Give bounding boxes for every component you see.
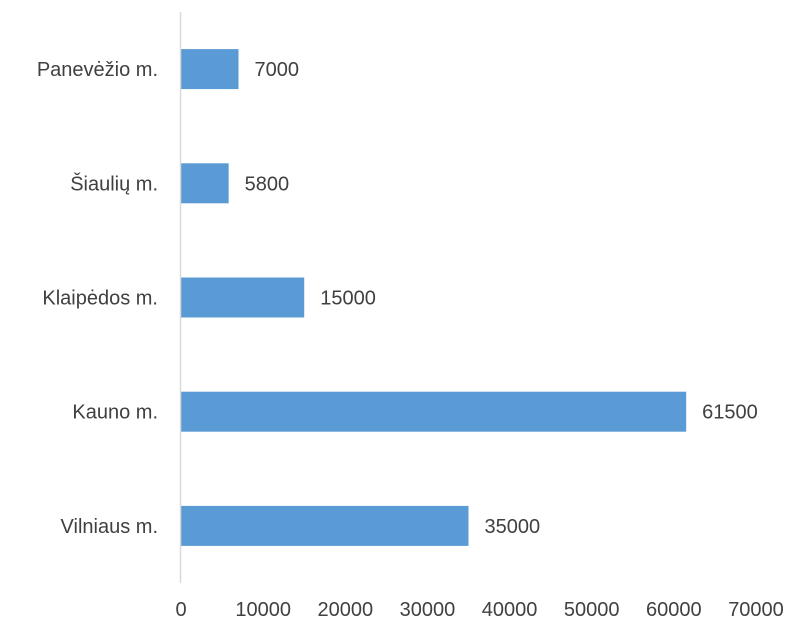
bar [181,163,229,204]
category-label: Klaipėdos m. [42,288,158,310]
bar [181,277,305,318]
bar [181,505,469,546]
data-label: 5800 [245,173,290,195]
x-tick-labels-group: 0 10000 20000 30000 40000 50000 60000 70000 [175,599,783,621]
x-tick-label: 0 [175,599,186,621]
x-tick-label: 50000 [564,599,620,621]
bars-group [181,49,687,546]
x-tick-label: 60000 [646,599,702,621]
category-label: Kauno m. [72,402,158,424]
x-tick-label: 70000 [728,599,784,621]
category-label: Šiaulių m. [70,172,158,195]
data-label: 15000 [320,288,376,310]
x-tick-label: 30000 [400,599,456,621]
bar [181,391,687,432]
x-tick-label: 40000 [482,599,538,621]
data-labels-group: 7000 5800 15000 61500 35000 [245,59,758,538]
data-label: 35000 [485,516,541,538]
x-tick-label: 20000 [317,599,373,621]
category-label: Panevėžio m. [37,59,158,81]
data-label: 61500 [702,402,758,424]
category-labels-group: Panevėžio m. Šiaulių m. Klaipėdos m. Kauno … [37,59,158,538]
bar [181,49,239,90]
x-tick-label: 10000 [235,599,291,621]
data-label: 7000 [255,59,300,81]
category-label: Vilniaus m. [61,516,158,538]
